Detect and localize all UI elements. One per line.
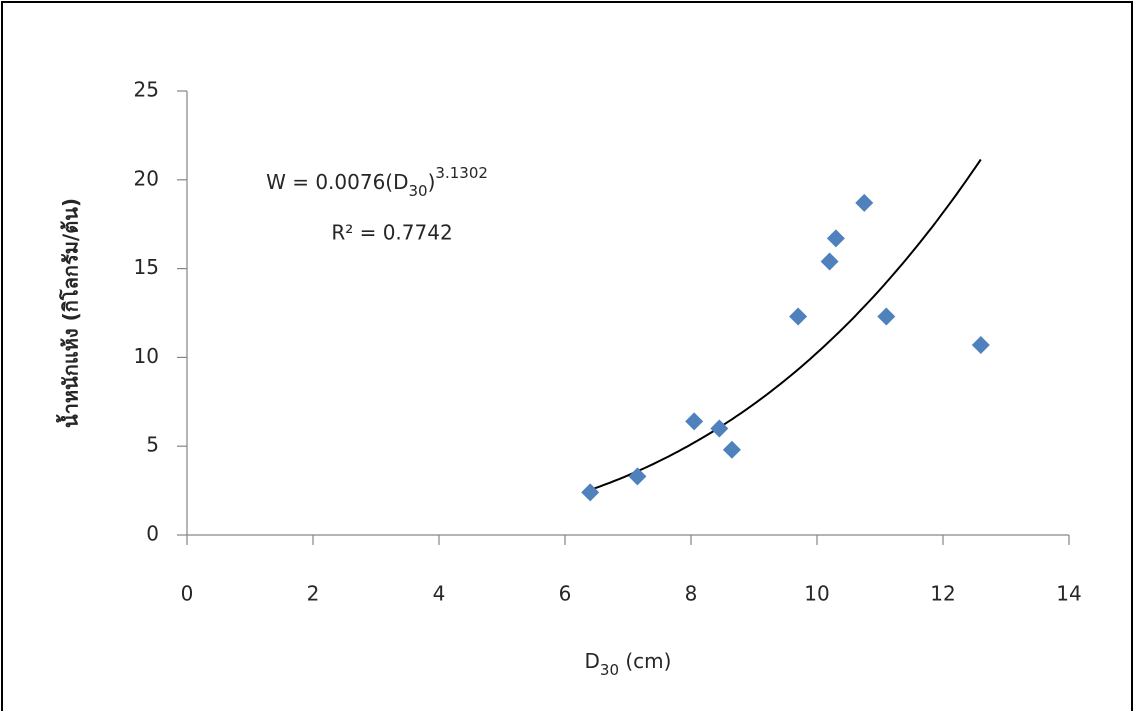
x-tick-label: 12 (930, 582, 955, 606)
data-point (685, 412, 704, 431)
y-axis-label: น้ำหนักแห้ง (กิโลกรัม/ต้น) (56, 198, 83, 428)
data-point (855, 193, 874, 212)
data-point (722, 440, 741, 459)
data-point (826, 229, 845, 248)
y-tick-label: 15 (134, 255, 159, 279)
y-tick-label: 0 (146, 522, 159, 546)
data-point (820, 252, 839, 271)
x-tick-label: 6 (559, 582, 572, 606)
equation-main: W = 0.0076(D (266, 170, 408, 194)
x-label-subscript: 30 (600, 661, 619, 679)
equation-close: ) (428, 170, 436, 194)
x-label-unit: (cm) (619, 649, 671, 673)
x-tick-label: 4 (433, 582, 446, 606)
x-tick-label: 2 (307, 582, 320, 606)
x-tick-label: 14 (1056, 582, 1081, 606)
x-tick-label: 0 (181, 582, 194, 606)
x-tick-label: 8 (685, 582, 698, 606)
data-point (971, 335, 990, 354)
equation-subscript: 30 (409, 182, 428, 200)
y-tick-label: 5 (146, 433, 159, 457)
x-label-main: D (585, 649, 600, 673)
r-squared: R² = 0.7742 (331, 221, 452, 245)
data-point (628, 467, 647, 486)
data-point (581, 483, 600, 502)
x-axis-label: D30 (cm) (585, 649, 672, 679)
y-tick-label: 10 (134, 344, 159, 368)
equation-exponent: 3.1302 (435, 164, 488, 182)
y-tick-label: 25 (134, 78, 159, 102)
trendline-equation: W = 0.0076(D30)3.1302 (266, 164, 488, 200)
data-point (877, 307, 896, 326)
trendline (589, 158, 982, 491)
y-tick-label: 20 (134, 166, 159, 190)
data-point (789, 307, 808, 326)
data-point (710, 419, 729, 438)
x-tick-label: 10 (804, 582, 829, 606)
